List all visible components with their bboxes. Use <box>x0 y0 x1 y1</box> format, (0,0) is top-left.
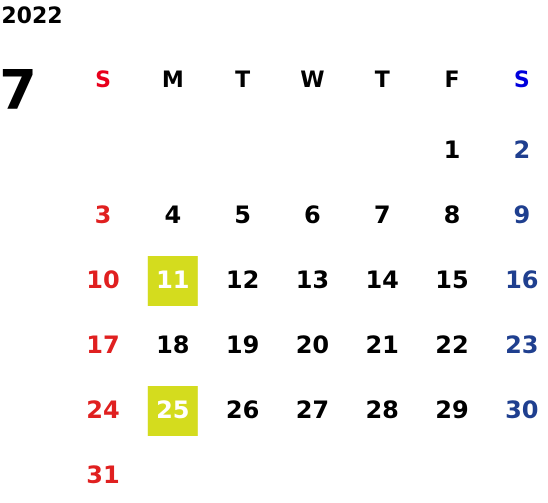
day: 24 <box>86 396 119 424</box>
day: 25 <box>156 396 189 424</box>
day: 4 <box>164 201 181 229</box>
year: 2022 <box>1 4 62 29</box>
day: 19 <box>226 331 259 359</box>
highlight-box <box>147 386 198 436</box>
day: 26 <box>226 396 259 424</box>
day: 28 <box>365 396 398 424</box>
day: 2 <box>513 136 530 164</box>
day: 27 <box>296 396 329 424</box>
highlight-box <box>147 256 198 306</box>
month: 7 <box>0 59 37 122</box>
day: 10 <box>86 266 119 294</box>
day: 18 <box>156 331 189 359</box>
day: 13 <box>296 266 329 294</box>
day: 1 <box>444 136 461 164</box>
weekday-header: M <box>162 68 184 93</box>
day: 29 <box>435 396 468 424</box>
weekday-header: S <box>514 68 530 93</box>
weekday-header: T <box>375 68 390 93</box>
day: 14 <box>365 266 398 294</box>
weekday-header: S <box>95 68 111 93</box>
day: 31 <box>86 461 119 489</box>
day: 9 <box>513 201 530 229</box>
weekday-header: W <box>300 68 324 93</box>
day: 17 <box>86 331 119 359</box>
weekday-header: F <box>444 68 459 93</box>
day: 7 <box>374 201 391 229</box>
day: 5 <box>234 201 251 229</box>
day: 16 <box>505 266 538 294</box>
day: 22 <box>435 331 468 359</box>
day: 20 <box>296 331 329 359</box>
day: 12 <box>226 266 259 294</box>
day: 15 <box>435 266 468 294</box>
day: 23 <box>505 331 538 359</box>
day: 21 <box>365 331 398 359</box>
weekday-header: T <box>235 68 250 93</box>
day: 6 <box>304 201 321 229</box>
day: 3 <box>95 201 112 229</box>
day: 11 <box>156 266 189 294</box>
day: 30 <box>505 396 538 424</box>
day: 8 <box>444 201 461 229</box>
